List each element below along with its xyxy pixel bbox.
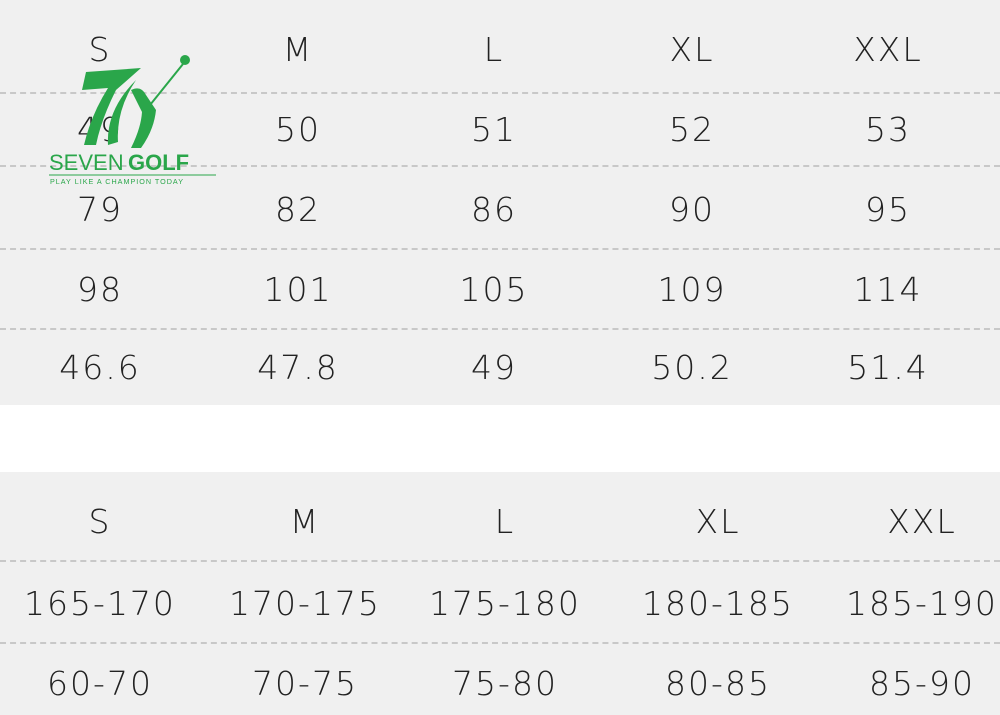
- table-cell: 165-170: [24, 584, 176, 623]
- table-cell: 82: [275, 190, 321, 229]
- header-cell: S: [88, 30, 112, 69]
- row-divider: [0, 560, 1000, 562]
- table-row: 98 101 105 109 114: [0, 260, 1000, 320]
- table-cell: 70-75: [252, 664, 358, 703]
- table-cell: 114: [853, 270, 923, 309]
- table-cell: 90: [669, 190, 715, 229]
- table-cell: 53: [865, 110, 911, 149]
- table-cell: 50.2: [651, 348, 733, 387]
- row-divider: [0, 248, 1000, 250]
- logo-swoosh: [107, 80, 136, 145]
- header-row: S M L XL XXL: [0, 492, 1000, 552]
- table-row: 60-70 70-75 75-80 80-85 85-90: [0, 654, 1000, 714]
- header-cell: M: [282, 30, 314, 69]
- table-cell: 180-185: [642, 584, 794, 623]
- row-divider: [0, 328, 1000, 330]
- table-row: 165-170 170-175 175-180 180-185 185-190: [0, 574, 1000, 634]
- logo-brand-bold: GOLF: [128, 150, 189, 175]
- table-cell: 79: [77, 190, 123, 229]
- header-cell: M: [289, 502, 321, 541]
- logo-ball-icon: [180, 55, 190, 65]
- table-row: 46.6 47.8 49 50.2 51.4: [0, 338, 1000, 398]
- table-cell: 175-180: [429, 584, 581, 623]
- header-cell: XL: [669, 30, 715, 69]
- header-cell: XL: [695, 502, 741, 541]
- header-cell: XXL: [887, 502, 957, 541]
- header-cell: S: [88, 502, 112, 541]
- table-cell: 101: [263, 270, 333, 309]
- table-cell: 75-80: [452, 664, 558, 703]
- table-cell: 185-190: [846, 584, 998, 623]
- table-cell: 52: [669, 110, 715, 149]
- size-table-measurements: S M L XL XXL 49 50 51 52 53 79 82 86 90 95 98 101 105 109 1…: [0, 0, 1000, 405]
- header-row: S M L XL XXL: [0, 20, 1000, 80]
- table-cell: 98: [77, 270, 123, 309]
- table-cell: 109: [657, 270, 727, 309]
- logo-tagline: PLAY LIKE A CHAMPION TODAY: [50, 177, 184, 186]
- table-cell: 86: [471, 190, 517, 229]
- row-divider: [0, 92, 1000, 94]
- table-cell: 60-70: [47, 664, 153, 703]
- table-cell: 80-85: [665, 664, 771, 703]
- table-cell: 47.8: [257, 348, 339, 387]
- header-cell: L: [494, 502, 516, 541]
- logo-seven-mark: [82, 68, 141, 145]
- row-divider: [0, 165, 1000, 167]
- header-cell: XXL: [853, 30, 923, 69]
- seven-golf-logo: SEVEN GOLF PLAY LIKE A CHAMPION TODAY: [49, 55, 216, 186]
- table-cell: 46.6: [59, 348, 141, 387]
- table-cell: 51.4: [847, 348, 929, 387]
- table-cell: 51: [471, 110, 517, 149]
- table-row: 79 82 86 90 95: [0, 180, 1000, 240]
- table-cell: 85-90: [869, 664, 975, 703]
- table-cell: 170-175: [229, 584, 381, 623]
- logo-club-icon: [145, 63, 184, 111]
- row-divider: [0, 642, 1000, 644]
- table-cell: 95: [865, 190, 911, 229]
- table-cell: 49: [471, 348, 517, 387]
- header-cell: L: [483, 30, 505, 69]
- logo-golfer-icon: [131, 88, 156, 148]
- table-cell: 50: [275, 110, 321, 149]
- table-cell: 105: [459, 270, 529, 309]
- logo-brand-light: SEVEN: [49, 150, 124, 175]
- size-table-height-weight: S M L XL XXL 165-170 170-175 175-180 180-185 185-…: [0, 472, 1000, 715]
